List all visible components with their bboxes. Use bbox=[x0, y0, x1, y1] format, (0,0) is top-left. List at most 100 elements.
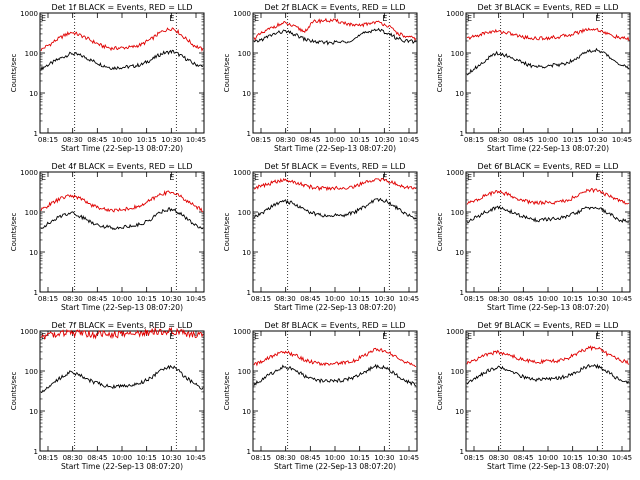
panel-title: Det 6f BLACK = Events, RED = LLD bbox=[477, 162, 618, 171]
plot-frame bbox=[39, 12, 205, 134]
marker-label: E bbox=[467, 14, 472, 23]
marker-label: E bbox=[169, 332, 174, 341]
y-tick-label: 10 bbox=[455, 90, 464, 98]
x-tick-label: 10:15 bbox=[350, 454, 370, 462]
x-tick-label: 10:15 bbox=[137, 295, 157, 303]
lld-series-line bbox=[40, 27, 204, 53]
y-tick-label: 1000 bbox=[233, 169, 251, 177]
x-tick-label: 10:15 bbox=[350, 136, 370, 144]
detector-panel: Det 3f BLACK = Events, RED = LLD 1 10 100 10… bbox=[436, 3, 632, 153]
y-tick-label: 10 bbox=[455, 408, 464, 416]
panel-title: Det 4f BLACK = Events, RED = LLD bbox=[51, 162, 192, 171]
marker-label: E bbox=[595, 173, 600, 182]
plot-frame bbox=[465, 330, 631, 452]
x-tick-label: 10:00 bbox=[325, 295, 345, 303]
lld-series-line bbox=[40, 190, 204, 213]
marker-label: E bbox=[41, 14, 46, 23]
marker-label: E bbox=[254, 332, 259, 341]
y-tick-label: 100 bbox=[25, 209, 38, 217]
x-tick-label: 10:00 bbox=[538, 295, 558, 303]
x-axis-label: Start Time (22-Sep-13 08:07:20) bbox=[61, 144, 183, 153]
x-tick-label: 10:15 bbox=[137, 136, 157, 144]
x-tick-label: 10:45 bbox=[399, 136, 419, 144]
y-tick-label: 1 bbox=[247, 289, 251, 297]
events-series-line bbox=[253, 197, 417, 220]
y-tick-label: 10 bbox=[242, 90, 251, 98]
plot-frame bbox=[465, 12, 631, 134]
detector-panel: Det 2f BLACK = Events, RED = LLD 1 10 100 10… bbox=[223, 3, 419, 153]
y-tick-label: 1 bbox=[34, 130, 38, 138]
x-tick-label: 08:30 bbox=[63, 295, 83, 303]
y-tick-label: 100 bbox=[25, 50, 38, 58]
plot-frame bbox=[465, 171, 631, 293]
plot-frame bbox=[252, 12, 418, 134]
x-tick-label: 10:30 bbox=[161, 454, 181, 462]
panel-title: Det 9f BLACK = Events, RED = LLD bbox=[477, 321, 618, 330]
panel-title: Det 8f BLACK = Events, RED = LLD bbox=[264, 321, 405, 330]
x-tick-label: 08:15 bbox=[251, 136, 271, 144]
plot-frame bbox=[252, 330, 418, 452]
marker-label: E bbox=[169, 14, 174, 23]
detector-panel: Det 9f BLACK = Events, RED = LLD 1 10 100 10… bbox=[436, 321, 632, 471]
plot-frame bbox=[39, 330, 205, 452]
events-series-line bbox=[253, 363, 417, 387]
x-tick-label: 08:45 bbox=[87, 136, 107, 144]
x-tick-label: 10:15 bbox=[563, 136, 583, 144]
y-tick-label: 10 bbox=[242, 408, 251, 416]
detector-panel: Det 6f BLACK = Events, RED = LLD 1 10 100 10… bbox=[436, 162, 632, 312]
x-tick-label: 08:15 bbox=[38, 454, 58, 462]
y-axis-label: Counts/sec bbox=[10, 213, 18, 252]
x-tick-label: 10:30 bbox=[587, 136, 607, 144]
x-axis-label: Start Time (22-Sep-13 08:07:20) bbox=[487, 462, 609, 471]
y-tick-label: 1000 bbox=[20, 328, 38, 336]
marker-label: E bbox=[254, 173, 259, 182]
y-tick-label: 1000 bbox=[20, 10, 38, 18]
x-tick-label: 08:15 bbox=[251, 454, 271, 462]
events-series-line bbox=[466, 47, 630, 76]
marker-label: E bbox=[382, 173, 387, 182]
y-tick-label: 10 bbox=[29, 249, 38, 257]
x-tick-label: 10:30 bbox=[587, 295, 607, 303]
lld-series-line bbox=[466, 188, 630, 206]
detector-panel: Det 8f BLACK = Events, RED = LLD 1 10 100 10… bbox=[223, 321, 419, 471]
x-tick-label: 08:15 bbox=[38, 295, 58, 303]
events-series-line bbox=[40, 49, 204, 71]
events-series-line bbox=[40, 364, 204, 394]
lld-series-line bbox=[253, 347, 417, 367]
x-tick-label: 08:45 bbox=[87, 454, 107, 462]
x-tick-label: 10:45 bbox=[612, 136, 632, 144]
events-series-line bbox=[466, 205, 630, 224]
y-tick-label: 100 bbox=[238, 368, 251, 376]
panel-title: Det 2f BLACK = Events, RED = LLD bbox=[264, 3, 405, 12]
lld-series-line bbox=[466, 345, 630, 365]
y-axis-label: Counts/sec bbox=[436, 213, 444, 252]
x-tick-label: 10:30 bbox=[161, 295, 181, 303]
x-tick-label: 10:00 bbox=[112, 454, 132, 462]
events-series-line bbox=[253, 27, 417, 46]
x-tick-label: 08:45 bbox=[513, 454, 533, 462]
detector-panel: Det 7f BLACK = Events, RED = LLD 1 10 100 10… bbox=[10, 321, 206, 471]
x-tick-label: 08:30 bbox=[276, 454, 296, 462]
x-tick-label: 08:45 bbox=[300, 136, 320, 144]
lld-series-line bbox=[253, 177, 417, 192]
y-tick-label: 1 bbox=[460, 130, 464, 138]
y-tick-label: 10 bbox=[242, 249, 251, 257]
events-series-line bbox=[466, 363, 630, 385]
y-tick-label: 1 bbox=[460, 448, 464, 456]
detector-panel: Det 1f BLACK = Events, RED = LLD 1 10 100 10… bbox=[10, 3, 206, 153]
y-tick-label: 1000 bbox=[446, 328, 464, 336]
y-tick-label: 1000 bbox=[233, 10, 251, 18]
plot-frame bbox=[39, 171, 205, 293]
x-tick-label: 10:00 bbox=[112, 295, 132, 303]
x-tick-label: 10:30 bbox=[587, 454, 607, 462]
x-tick-label: 10:30 bbox=[161, 136, 181, 144]
x-tick-label: 10:00 bbox=[538, 454, 558, 462]
x-tick-label: 10:45 bbox=[399, 295, 419, 303]
x-tick-label: 08:30 bbox=[63, 136, 83, 144]
x-tick-label: 10:45 bbox=[399, 454, 419, 462]
y-tick-label: 1000 bbox=[233, 328, 251, 336]
y-tick-label: 100 bbox=[25, 368, 38, 376]
marker-label: E bbox=[467, 173, 472, 182]
x-axis-label: Start Time (22-Sep-13 08:07:20) bbox=[274, 462, 396, 471]
